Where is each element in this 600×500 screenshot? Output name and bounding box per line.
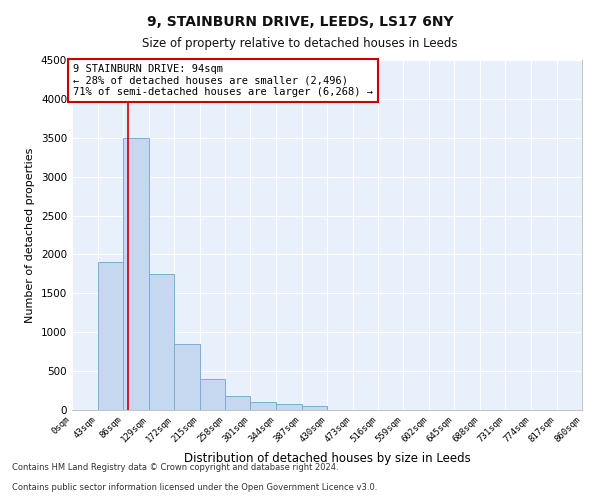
Text: Contains public sector information licensed under the Open Government Licence v3: Contains public sector information licen… [12, 484, 377, 492]
X-axis label: Distribution of detached houses by size in Leeds: Distribution of detached houses by size … [184, 452, 470, 466]
Y-axis label: Number of detached properties: Number of detached properties [25, 148, 35, 322]
Bar [174, 344, 199, 410]
Bar [97, 262, 123, 410]
Text: Size of property relative to detached houses in Leeds: Size of property relative to detached ho… [142, 38, 458, 51]
Text: 9 STAINBURN DRIVE: 94sqm
← 28% of detached houses are smaller (2,496)
71% of sem: 9 STAINBURN DRIVE: 94sqm ← 28% of detach… [73, 64, 373, 97]
Bar [123, 138, 149, 410]
Bar [302, 406, 327, 410]
Bar [251, 402, 276, 410]
Text: 9, STAINBURN DRIVE, LEEDS, LS17 6NY: 9, STAINBURN DRIVE, LEEDS, LS17 6NY [146, 15, 454, 29]
Bar [199, 379, 225, 410]
Bar [149, 274, 174, 410]
Bar [276, 404, 302, 410]
Text: Contains HM Land Registry data © Crown copyright and database right 2024.: Contains HM Land Registry data © Crown c… [12, 464, 338, 472]
Bar [225, 396, 251, 410]
